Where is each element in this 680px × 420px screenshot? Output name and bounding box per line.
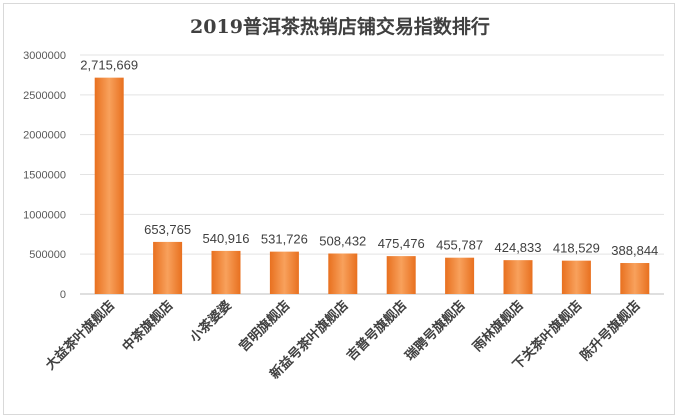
bar <box>561 260 591 294</box>
y-tick-label: 2000000 <box>23 130 66 142</box>
category-label: 陈升号旗舰店 <box>577 298 643 364</box>
y-tick-label: 2500000 <box>23 90 66 102</box>
bar <box>386 256 416 294</box>
data-label: 455,787 <box>436 238 483 253</box>
y-tick-label: 1000000 <box>23 209 66 221</box>
y-tick-label: 3000000 <box>23 50 66 62</box>
bar <box>269 251 299 294</box>
bar <box>153 241 183 294</box>
bar <box>328 253 358 294</box>
data-label: 424,833 <box>495 240 542 255</box>
data-label: 508,432 <box>319 233 366 248</box>
category-label: 宫明旗舰店 <box>236 298 293 355</box>
data-label: 418,529 <box>553 241 600 256</box>
data-label: 540,916 <box>203 231 250 246</box>
y-tick-label: 0 <box>60 289 66 301</box>
bar <box>445 257 475 294</box>
bar <box>94 77 124 294</box>
data-label: 2,715,669 <box>80 58 138 73</box>
bar <box>211 250 241 294</box>
chart-title: 2019普洱茶热销店铺交易指数排行 <box>190 16 490 38</box>
y-tick-label: 1500000 <box>23 170 66 182</box>
data-label: 388,844 <box>611 243 658 258</box>
data-label: 475,476 <box>378 236 425 251</box>
bar <box>503 260 533 294</box>
category-label: 中茶旗舰店 <box>119 298 176 355</box>
data-label: 531,726 <box>261 232 308 247</box>
data-label: 653,765 <box>144 222 191 237</box>
bar <box>620 263 650 294</box>
category-label: 小茶婆婆 <box>187 298 235 346</box>
y-tick-label: 500000 <box>29 249 66 261</box>
category-label: 大益茶叶旗舰店 <box>42 298 118 374</box>
category-label: 吉普号旗舰店 <box>344 298 410 364</box>
category-label: 雨林旗舰店 <box>470 298 527 355</box>
category-label: 瑞聘号旗舰店 <box>402 298 468 364</box>
